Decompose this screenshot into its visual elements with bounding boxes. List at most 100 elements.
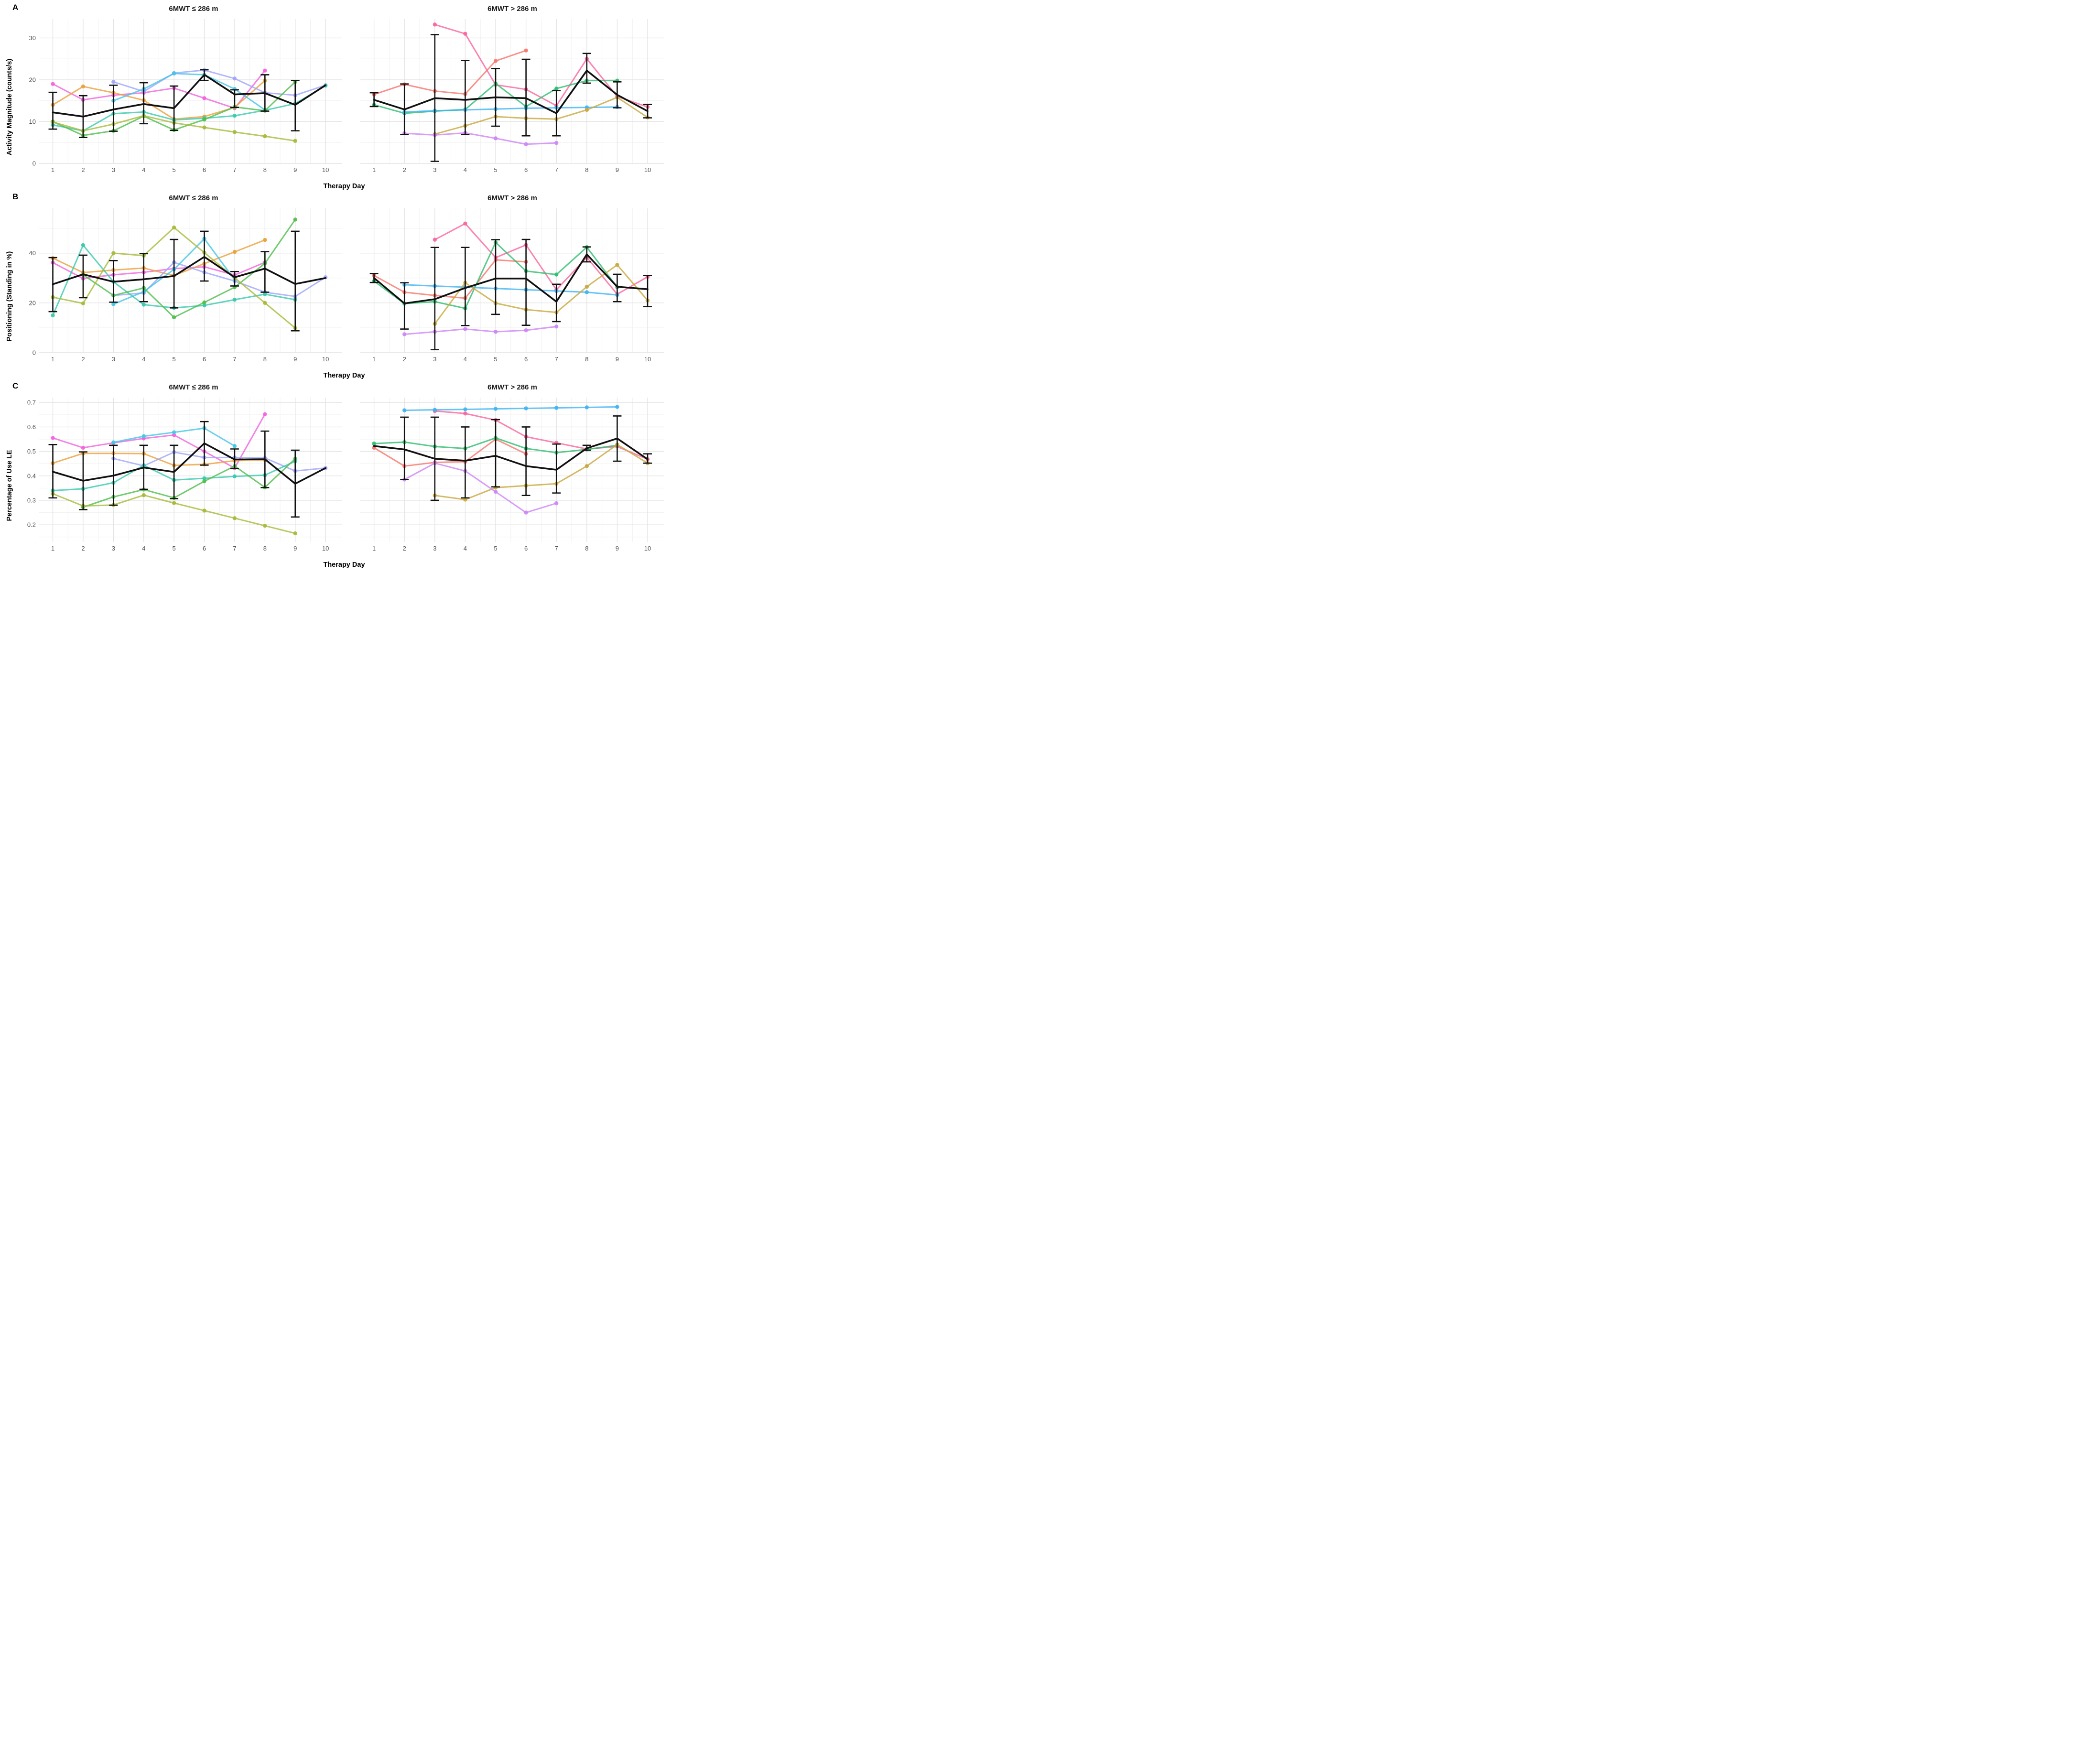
svg-text:7: 7 <box>233 356 236 363</box>
svg-text:10: 10 <box>322 356 329 363</box>
svg-text:4: 4 <box>142 356 145 363</box>
svg-text:6: 6 <box>203 545 206 552</box>
figure: A Activity Magnitude (counts/s) 6MWT ≤ 2… <box>0 0 688 573</box>
svg-text:0: 0 <box>32 160 36 167</box>
svg-text:2: 2 <box>403 356 406 363</box>
svg-text:5: 5 <box>173 545 176 552</box>
panel-letter-b: B <box>12 192 19 201</box>
svg-text:6: 6 <box>524 166 528 173</box>
panel-a-left: 6MWT ≤ 286 m 1 2 3 4 5 6 7 8 9 10 0 10 20 30 <box>18 2 348 191</box>
svg-text:3: 3 <box>112 166 115 173</box>
svg-text:0.4: 0.4 <box>27 472 36 479</box>
svg-text:2: 2 <box>81 545 85 552</box>
panel-a-right-chart: 1 2 3 4 5 6 7 8 9 10 <box>360 19 664 173</box>
svg-text:0.5: 0.5 <box>27 448 36 455</box>
svg-text:9: 9 <box>293 545 297 552</box>
panel-c-right-title: 6MWT > 286 m <box>487 383 537 391</box>
svg-text:6: 6 <box>524 356 528 363</box>
svg-text:4: 4 <box>464 545 467 552</box>
svg-text:3: 3 <box>112 356 115 363</box>
svg-text:7: 7 <box>555 166 558 173</box>
x-axis-title-c: Therapy Day <box>323 561 365 569</box>
svg-text:7: 7 <box>555 356 558 363</box>
panel-c-left-title: 6MWT ≤ 286 m <box>169 383 218 391</box>
svg-text:2: 2 <box>403 166 406 173</box>
svg-text:6: 6 <box>524 545 528 552</box>
svg-text:30: 30 <box>29 34 36 42</box>
svg-text:10: 10 <box>644 545 651 552</box>
svg-text:3: 3 <box>433 166 436 173</box>
panel-b-left-title: 6MWT ≤ 286 m <box>169 194 218 202</box>
svg-text:5: 5 <box>494 545 497 552</box>
panel-a-right: 6MWT > 286 m 1 2 3 4 5 6 7 8 9 10 <box>355 2 670 191</box>
svg-text:0.7: 0.7 <box>27 399 36 406</box>
svg-text:6: 6 <box>203 356 206 363</box>
svg-text:2: 2 <box>403 545 406 552</box>
y-axis-title-gutter-a: Activity Magnitude (counts/s) <box>4 2 18 191</box>
y-axis-title-gutter-b: Positioning (Standing in %) <box>4 191 18 380</box>
svg-text:0.6: 0.6 <box>27 423 36 431</box>
svg-text:1: 1 <box>51 356 54 363</box>
svg-text:0.2: 0.2 <box>27 521 36 529</box>
svg-text:9: 9 <box>616 356 619 363</box>
svg-text:8: 8 <box>263 545 267 552</box>
svg-text:3: 3 <box>433 356 436 363</box>
svg-text:10: 10 <box>322 166 329 173</box>
svg-text:8: 8 <box>585 356 588 363</box>
x-axis-title-a: Therapy Day <box>323 183 365 190</box>
row-a: A Activity Magnitude (counts/s) 6MWT ≤ 2… <box>4 2 684 191</box>
panel-letter-a: A <box>12 3 19 12</box>
svg-text:1: 1 <box>51 545 54 552</box>
svg-text:4: 4 <box>464 356 467 363</box>
svg-text:6: 6 <box>203 166 206 173</box>
svg-text:3: 3 <box>112 545 115 552</box>
svg-text:1: 1 <box>372 545 376 552</box>
panel-a-left-title: 6MWT ≤ 286 m <box>169 5 218 13</box>
svg-text:7: 7 <box>233 545 236 552</box>
svg-text:2: 2 <box>81 166 85 173</box>
panel-letter-c: C <box>12 381 19 390</box>
svg-text:7: 7 <box>555 545 558 552</box>
row-b: B Positioning (Standing in %) 6MWT ≤ 286… <box>4 191 684 380</box>
svg-text:9: 9 <box>616 166 619 173</box>
y-axis-title-c: Percentage of Use LE <box>6 450 13 521</box>
svg-text:40: 40 <box>29 249 36 257</box>
svg-text:20: 20 <box>29 299 36 306</box>
svg-text:9: 9 <box>293 356 297 363</box>
svg-text:0.3: 0.3 <box>27 497 36 504</box>
panel-b-left-chart: 1 2 3 4 5 6 7 8 9 10 0 20 40 <box>29 208 342 363</box>
panel-c-left: 6MWT ≤ 286 m 1 2 3 4 5 6 7 8 9 10 0.2 0.3 0.4 0.5 0.6 0… <box>18 380 348 570</box>
svg-text:1: 1 <box>51 166 54 173</box>
y-axis-title-b: Positioning (Standing in %) <box>6 251 13 342</box>
panel-a-right-title: 6MWT > 286 m <box>487 5 537 13</box>
svg-text:8: 8 <box>585 166 588 173</box>
svg-text:9: 9 <box>616 545 619 552</box>
svg-text:9: 9 <box>293 166 297 173</box>
svg-text:1: 1 <box>372 356 376 363</box>
svg-text:7: 7 <box>233 166 236 173</box>
svg-text:1: 1 <box>372 166 376 173</box>
y-axis-title-a: Activity Magnitude (counts/s) <box>6 58 13 156</box>
svg-text:3: 3 <box>433 545 436 552</box>
svg-text:5: 5 <box>494 356 497 363</box>
svg-text:4: 4 <box>464 166 467 173</box>
panel-a-left-chart: 1 2 3 4 5 6 7 8 9 10 0 10 20 30 <box>29 19 342 173</box>
svg-text:10: 10 <box>644 166 651 173</box>
svg-text:4: 4 <box>142 545 145 552</box>
panel-b-right-chart: 1 2 3 4 5 6 7 8 9 10 <box>360 208 664 363</box>
row-c: C Percentage of Use LE 6MWT ≤ 286 m 1 2 3 4… <box>4 380 684 570</box>
x-axis-title-b: Therapy Day <box>323 372 365 379</box>
y-axis-title-gutter-c: Percentage of Use LE <box>4 380 18 570</box>
svg-text:0: 0 <box>32 349 36 356</box>
svg-text:5: 5 <box>173 356 176 363</box>
panel-b-right: 6MWT > 286 m 1 2 3 4 5 6 7 8 9 10 <box>355 191 670 380</box>
svg-text:2: 2 <box>81 356 85 363</box>
panel-c-right: 6MWT > 286 m 1 2 3 4 5 6 7 8 9 10 <box>355 380 670 570</box>
svg-text:5: 5 <box>494 166 497 173</box>
svg-text:4: 4 <box>142 166 145 173</box>
svg-text:5: 5 <box>173 166 176 173</box>
svg-text:8: 8 <box>263 166 267 173</box>
panel-b-left: 6MWT ≤ 286 m 1 2 3 4 5 6 7 8 9 10 0 20 40 <box>18 191 348 380</box>
svg-text:10: 10 <box>644 356 651 363</box>
panel-b-right-title: 6MWT > 286 m <box>487 194 537 202</box>
